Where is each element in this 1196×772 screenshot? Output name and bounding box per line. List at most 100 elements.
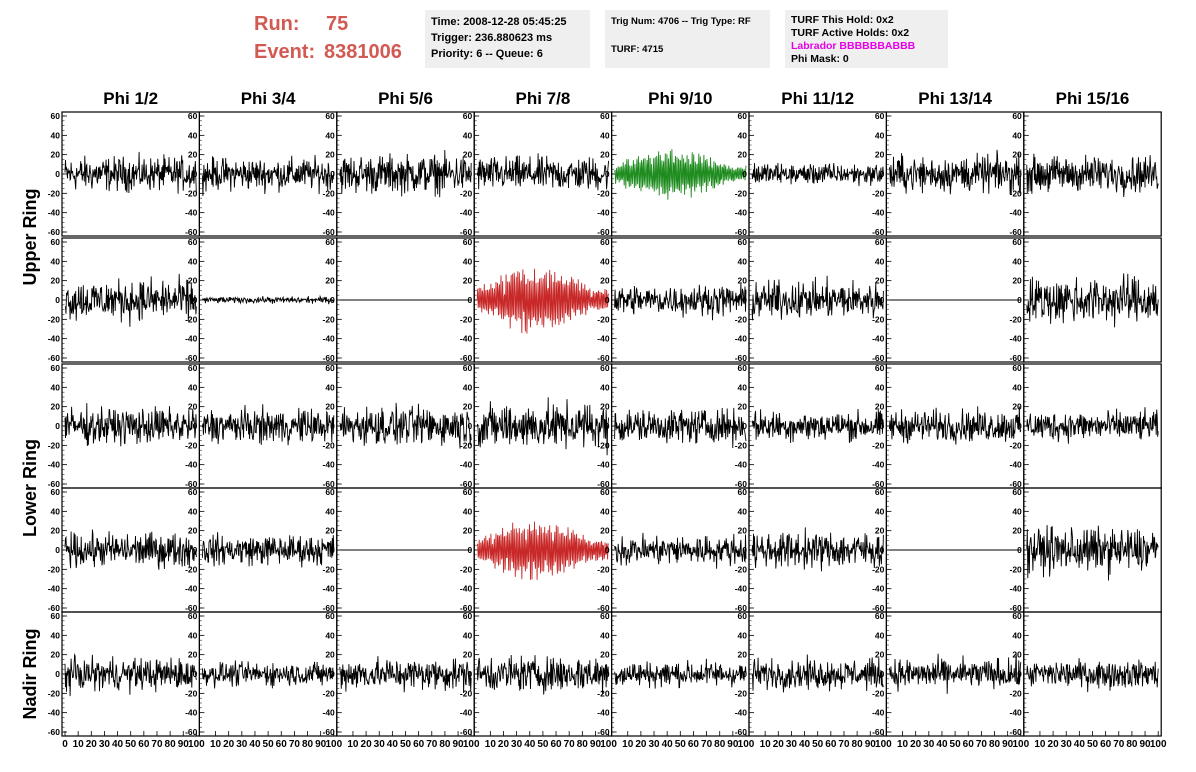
x-tick-label: 50: [125, 739, 137, 750]
waveform-trace: [751, 162, 884, 187]
y-tick-label: 60: [600, 237, 610, 247]
y-tick-label: -60: [735, 727, 748, 737]
y-tick-label: -40: [323, 708, 336, 718]
y-tick-label: 40: [325, 256, 335, 266]
phi-mask-text: Phi Mask: 0: [791, 53, 849, 65]
y-tick-label: 40: [875, 382, 885, 392]
y-tick-label: 0: [55, 545, 60, 555]
y-tick-label: 20: [875, 276, 885, 286]
x-tick-label: 80: [852, 739, 864, 750]
y-tick-label: -20: [48, 188, 61, 198]
y-tick-label: 60: [738, 237, 748, 247]
y-tick-label: -40: [48, 584, 61, 594]
y-tick-label: -40: [1010, 584, 1023, 594]
y-tick-label: -20: [597, 688, 610, 698]
x-tick-label: 30: [99, 739, 111, 750]
y-tick-label: 20: [188, 402, 198, 412]
ring-label: Lower Ring: [20, 439, 40, 537]
y-tick-label: 40: [188, 506, 198, 516]
y-tick-label: 0: [1017, 545, 1022, 555]
y-tick-label: -40: [323, 584, 336, 594]
y-tick-label: 0: [742, 169, 747, 179]
x-tick-label: 80: [302, 739, 314, 750]
y-tick-label: 0: [193, 421, 198, 431]
y-tick-label: 20: [325, 276, 335, 286]
y-tick-label: 40: [738, 256, 748, 266]
labrador-text: Labrador BBBBBBABBB: [791, 40, 916, 52]
trig-info-box: Trig Num: 4706 -- Trig Type: RF TURF: 47…: [605, 10, 770, 68]
waveform-trace: [201, 532, 335, 568]
y-tick-label: -20: [872, 314, 885, 324]
waveform-trace: [888, 653, 1022, 694]
y-tick-label: -60: [872, 353, 885, 363]
y-tick-label: 0: [742, 295, 747, 305]
y-tick-label: -40: [735, 708, 748, 718]
ring-label: Nadir Ring: [20, 628, 40, 719]
y-tick-label: 0: [467, 421, 472, 431]
run-label: Run:: [254, 13, 300, 35]
x-tick-label: 40: [249, 739, 261, 750]
y-tick-label: 0: [880, 545, 885, 555]
y-tick-label: -40: [1010, 334, 1023, 344]
x-tick-label: 70: [1113, 739, 1125, 750]
waveform-trace: [476, 153, 610, 191]
y-tick-label: -40: [735, 460, 748, 470]
x-tick-label: 100: [875, 739, 892, 750]
y-tick-label: -60: [597, 353, 610, 363]
y-tick-label: -20: [735, 314, 748, 324]
trigger-text: Trigger: 236.880623 ms: [431, 32, 553, 44]
x-tick-label: 30: [648, 739, 660, 750]
x-tick-label: 80: [714, 739, 726, 750]
waveform-trace: [1026, 273, 1159, 328]
waveform-trace: [476, 397, 610, 456]
y-tick-label: 20: [1012, 276, 1022, 286]
y-tick-label: -20: [735, 688, 748, 698]
y-tick-label: 60: [738, 363, 748, 373]
x-tick-label: 30: [374, 739, 386, 750]
y-tick-label: 60: [188, 487, 198, 497]
y-tick-label: 60: [600, 487, 610, 497]
y-tick-label: -40: [185, 334, 198, 344]
y-tick-label: -40: [48, 460, 61, 470]
y-tick-label: -60: [735, 603, 748, 613]
y-tick-label: -60: [872, 227, 885, 237]
y-tick-label: 60: [875, 611, 885, 621]
y-tick-label: -40: [323, 208, 336, 218]
y-tick-label: 0: [605, 669, 610, 679]
x-tick-label: 70: [564, 739, 576, 750]
y-tick-label: 0: [1017, 669, 1022, 679]
y-tick-label: -40: [597, 334, 610, 344]
x-tick-label: 50: [537, 739, 549, 750]
y-tick-label: 20: [1012, 402, 1022, 412]
y-tick-label: -60: [1010, 603, 1023, 613]
y-tick-label: 20: [738, 650, 748, 660]
y-tick-label: 40: [1012, 630, 1022, 640]
y-tick-label: -20: [323, 564, 336, 574]
y-tick-label: 40: [1012, 256, 1022, 266]
y-tick-label: 0: [55, 295, 60, 305]
x-tick-label: 90: [1002, 739, 1014, 750]
y-tick-label: -20: [735, 564, 748, 574]
x-tick-label: 0: [62, 739, 68, 750]
event-value: 8381006: [324, 41, 402, 63]
y-tick-label: -20: [735, 188, 748, 198]
y-tick-label: 0: [605, 169, 610, 179]
y-tick-label: -60: [185, 353, 198, 363]
y-tick-label: 0: [55, 169, 60, 179]
x-tick-label: 20: [1048, 739, 1060, 750]
y-tick-label: 0: [1017, 169, 1022, 179]
y-tick-label: 40: [875, 630, 885, 640]
x-tick-label: 100: [188, 739, 205, 750]
y-tick-label: 40: [188, 630, 198, 640]
y-tick-label: 60: [51, 363, 61, 373]
y-tick-label: 40: [738, 382, 748, 392]
x-tick-label: 10: [347, 739, 359, 750]
y-tick-label: 60: [188, 237, 198, 247]
y-tick-label: -60: [48, 603, 61, 613]
x-tick-label: 20: [635, 739, 647, 750]
y-tick-label: -60: [185, 727, 198, 737]
y-tick-label: 40: [875, 256, 885, 266]
run-line: Run: 75: [254, 10, 402, 38]
y-tick-label: 0: [55, 421, 60, 431]
y-tick-label: 40: [875, 506, 885, 516]
